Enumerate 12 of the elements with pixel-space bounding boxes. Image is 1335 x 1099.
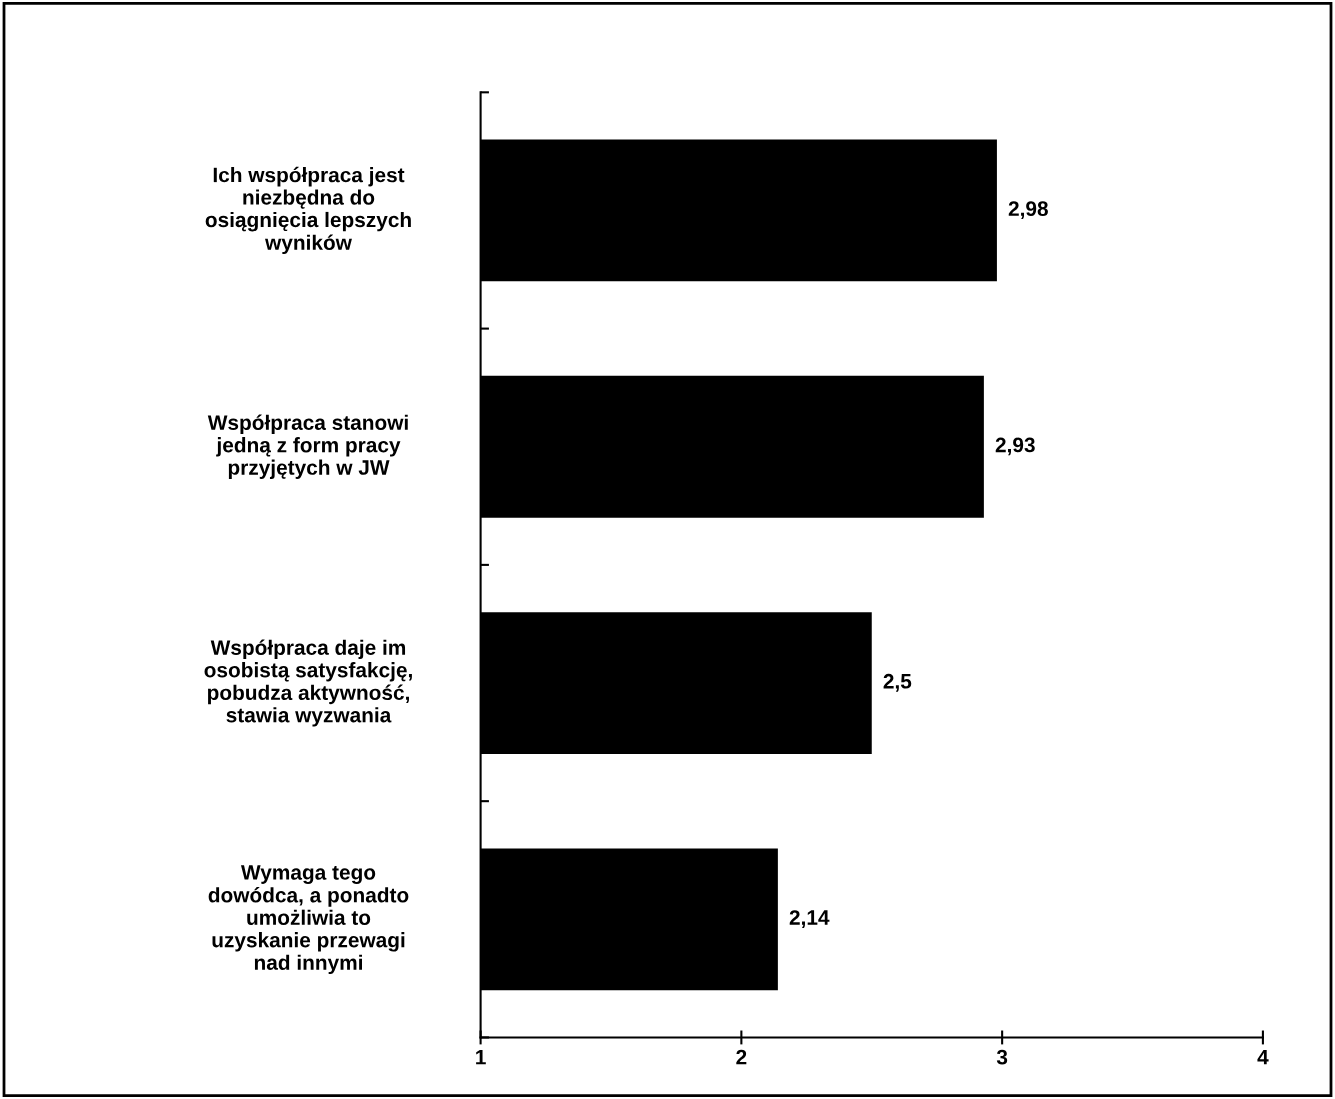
data-label: 2,93: [995, 437, 1035, 456]
x-tick-label: 2: [736, 1049, 747, 1065]
y-tick-label: Współpraca daje im osobistą satysfakcję, pobudza aktywność, stawia wyzwania: [204, 639, 412, 727]
x-tick-label: 1: [476, 1050, 486, 1065]
x-tick-label: 3: [996, 1049, 1008, 1065]
x-tick-label: 4: [1257, 1050, 1269, 1065]
data-label: 2,5: [883, 673, 912, 692]
data-label: 2,98: [1008, 201, 1048, 220]
y-tick-label: Wymaga tego dowódca, a ponadto umożliwia to uzyskanie przewagi nad innymi: [208, 865, 409, 975]
data-label: 2,14: [789, 910, 830, 928]
y-tick-label: Ich współpraca jest niezbędna do osiągnięcia lepszych wyników: [205, 166, 411, 255]
y-tick-label: Współpraca stanowi jedną z form pracy przyjętych w JW: [207, 414, 408, 479]
